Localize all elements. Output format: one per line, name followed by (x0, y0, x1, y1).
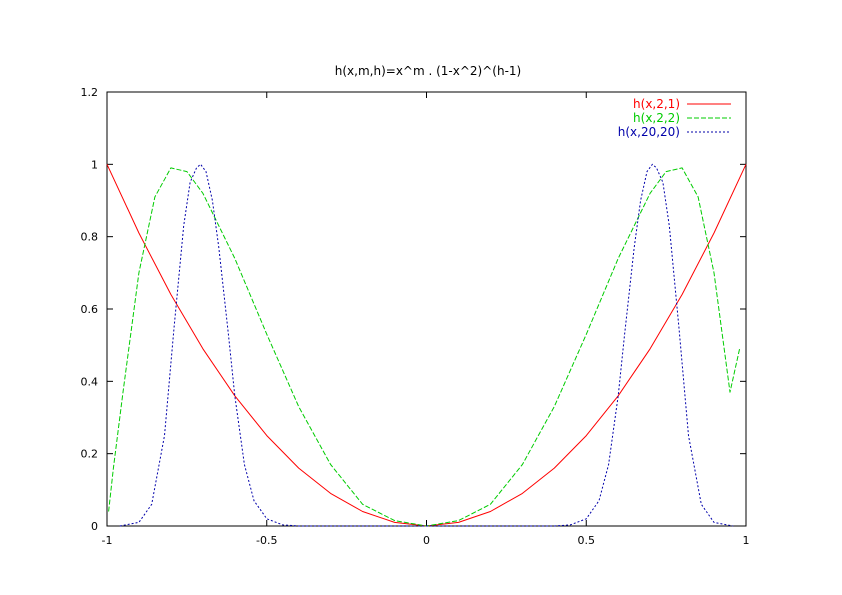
y-tick-label: 0.4 (81, 375, 99, 388)
x-tick-label: -1 (102, 534, 113, 547)
legend-label: h(x,2,1) (633, 97, 680, 111)
series-line-3 (119, 163, 734, 527)
x-tick-label: -0.5 (256, 534, 277, 547)
y-tick-label: 0.6 (81, 303, 99, 316)
series-layer (106, 163, 747, 527)
legend-label: h(x,20,20) (618, 125, 680, 139)
y-axis-ticks: 0 0.2 0.4 0.6 0.8 1 1.2 (81, 86, 746, 533)
y-tick-label: 0.2 (81, 448, 99, 461)
y-tick-label: 1.2 (81, 86, 99, 99)
y-tick-label: 1 (91, 158, 98, 171)
legend-label: h(x,2,2) (633, 111, 680, 125)
chart-title: h(x,m,h)=x^m . (1-x^2)^(h-1) (335, 64, 521, 78)
x-tick-label: 0.5 (578, 534, 596, 547)
plot-frame (106, 91, 747, 527)
y-tick-label: 0 (91, 520, 98, 533)
x-tick-label: 1 (743, 534, 750, 547)
x-tick-label: 0 (423, 534, 430, 547)
y-tick-label: 0.8 (81, 231, 99, 244)
series-line-2 (108, 167, 741, 527)
series-line-1 (106, 164, 747, 527)
legend: h(x,2,1)h(x,2,2)h(x,20,20) (618, 97, 731, 139)
x-axis-ticks: -1 -0.5 0 0.5 1 (102, 92, 750, 547)
